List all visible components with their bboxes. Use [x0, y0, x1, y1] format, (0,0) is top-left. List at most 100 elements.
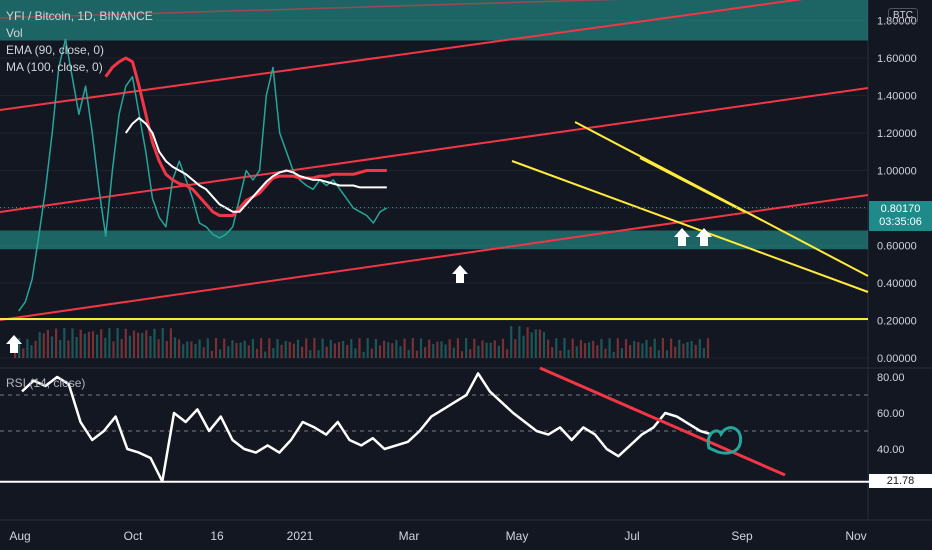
volume-bar [547, 339, 550, 358]
volume-bar [465, 338, 468, 358]
volume-bar [198, 339, 201, 358]
volume-bar [59, 339, 62, 358]
volume-bar [251, 338, 254, 358]
volume-bar [448, 339, 451, 358]
volume-bar [518, 326, 521, 358]
volume-bar [206, 338, 209, 358]
volume-bar [313, 338, 316, 358]
volume-bar [116, 328, 119, 358]
volume-bar [227, 346, 230, 358]
grid [0, 0, 932, 521]
volume-bar [190, 341, 193, 358]
volume-bar [149, 335, 152, 358]
volume-bar [456, 338, 459, 358]
volume-bar [510, 326, 513, 358]
volume-bar [387, 342, 390, 358]
volume-bar [649, 346, 652, 358]
volume-bar [161, 328, 164, 358]
volume-bar [469, 349, 472, 358]
time-tick-label: 2021 [287, 529, 314, 543]
price-line [18, 38, 388, 312]
volume-bar [706, 338, 710, 358]
rsi-label[interactable]: RSI (14, close) [6, 376, 86, 390]
volume-bar [210, 350, 213, 358]
rsi-tick-label: 60.00 [877, 408, 905, 420]
volume-bar [530, 332, 533, 358]
volume-bar [329, 339, 332, 358]
volume-bar [608, 338, 611, 358]
volume-bar [141, 332, 144, 358]
volume-bar [173, 337, 177, 358]
volume-bar [50, 336, 54, 358]
channel-line [0, 0, 620, 19]
volume-bar [391, 343, 394, 358]
channel-line [0, 0, 803, 111]
volume-bar [264, 351, 267, 358]
chart-title[interactable]: YFI / Bitcoin, 1D, BINANCE [6, 9, 153, 23]
volume-bar [424, 347, 427, 358]
volume-bar [620, 348, 623, 358]
price-tick-label: 0.20000 [877, 316, 917, 328]
volume-bar [419, 338, 423, 358]
volume-label[interactable]: Vol [6, 26, 23, 40]
volume-bar [661, 338, 664, 358]
volume-bar [436, 341, 439, 358]
volume-bar [670, 338, 673, 358]
volume-bar [575, 346, 578, 358]
support-zones [0, 0, 868, 250]
volume-bar [374, 338, 377, 358]
volume-bar [272, 348, 275, 358]
volume-bar [395, 340, 398, 358]
volume-bar [317, 350, 320, 358]
volume-bar [309, 350, 312, 358]
volume-bar [657, 350, 660, 358]
currency-badge[interactable]: BTC [888, 8, 918, 23]
ema-label[interactable]: EMA (90, close, 0) [6, 43, 105, 57]
volume-bar [477, 345, 480, 358]
arrow-up-icon [696, 228, 712, 246]
volume-bar [629, 344, 632, 358]
volume-bar [489, 342, 492, 358]
ma-label[interactable]: MA (100, close, 0) [6, 60, 103, 74]
volume-bar [686, 341, 689, 358]
volume-bar [325, 346, 328, 358]
arrow-up-icon [6, 335, 22, 353]
volume-bar [333, 343, 336, 358]
price-tick-label: 0.00000 [877, 353, 917, 365]
volume-bar [592, 340, 595, 358]
ema-line [104, 56, 387, 217]
volume-bar [460, 351, 464, 358]
volume-bar [542, 331, 546, 358]
volume-bar [235, 343, 238, 358]
volume-bar [600, 338, 603, 358]
volume-bar [165, 341, 168, 358]
volume-bar [202, 347, 205, 358]
volume-bar [370, 348, 373, 358]
volume-bar [87, 331, 90, 358]
volume-bar [18, 338, 21, 358]
trend-lines [0, 0, 869, 321]
volume-bar [612, 351, 615, 358]
volume-bar [30, 345, 33, 358]
price-tick-label: 1.00000 [877, 166, 917, 178]
volume-bar [350, 339, 353, 358]
volume-bar [588, 342, 591, 358]
volume-bar [186, 341, 189, 358]
volume-bar [178, 339, 181, 358]
volume-bar [690, 341, 693, 358]
volume-bar [153, 328, 156, 358]
volume-bar [538, 329, 541, 358]
volume-bar [440, 341, 443, 358]
volume-bar [108, 328, 111, 358]
volume-bar [653, 338, 656, 358]
volume-bar [268, 338, 271, 358]
volume-bar [645, 339, 648, 358]
last-price-value: 0.80170 [880, 203, 921, 215]
volume-bar [342, 340, 345, 358]
price-tick-label: 1.60000 [877, 53, 917, 65]
volume-bar [399, 346, 402, 358]
volume-bar [403, 338, 406, 358]
volume-bar [698, 339, 701, 358]
time-tick-label: Nov [845, 529, 866, 543]
